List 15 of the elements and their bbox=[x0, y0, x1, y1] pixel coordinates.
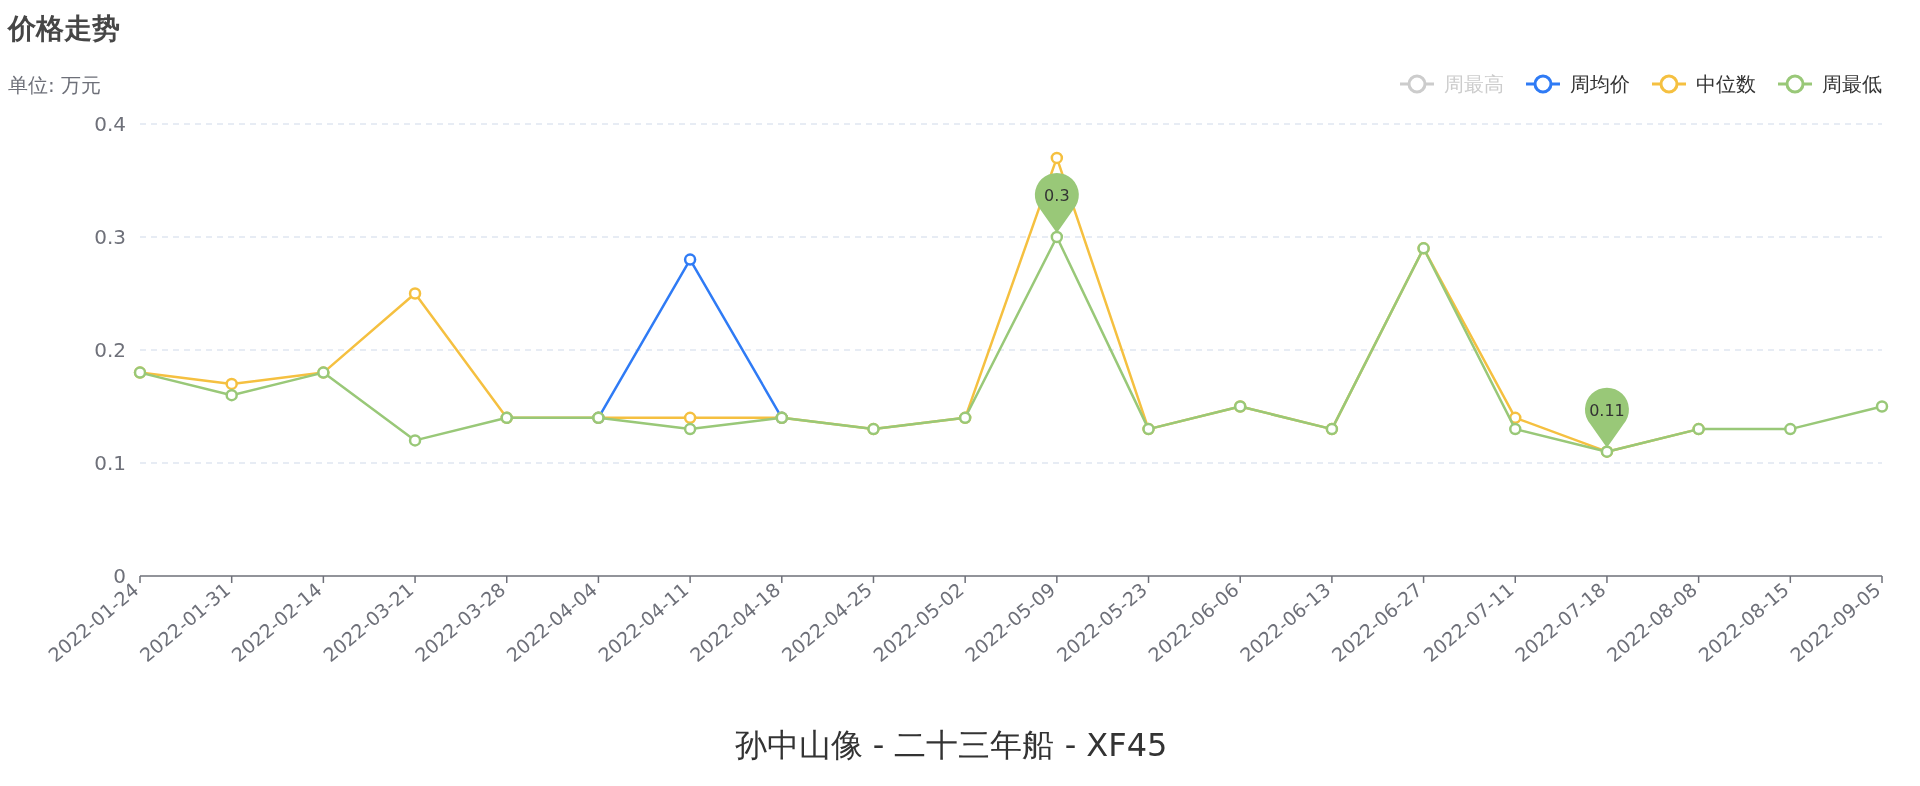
y-tick-label: 0.1 bbox=[94, 451, 126, 475]
y-tick-label: 0 bbox=[113, 564, 126, 588]
x-axis-title: 孙中山像 - 二十三年船 - XF45 bbox=[734, 726, 1168, 764]
annotation: 0.3 bbox=[1044, 186, 1070, 205]
y-tick-label: 0.3 bbox=[94, 225, 126, 249]
annotation: 0.11 bbox=[1584, 387, 1629, 448]
annotation: 0.11 bbox=[1589, 400, 1625, 420]
legend-label: 周最低 bbox=[1822, 72, 1882, 96]
annotation: 0.3 bbox=[1034, 172, 1079, 233]
legend-label: 中位数 bbox=[1696, 72, 1756, 96]
chart-title: 价格走势 bbox=[7, 12, 120, 45]
y-tick-label: 0.4 bbox=[94, 112, 126, 136]
legend-label: 周均价 bbox=[1570, 72, 1630, 96]
chart-subtitle: 单位: 万元 bbox=[8, 73, 102, 97]
y-tick-label: 0.2 bbox=[94, 338, 126, 362]
